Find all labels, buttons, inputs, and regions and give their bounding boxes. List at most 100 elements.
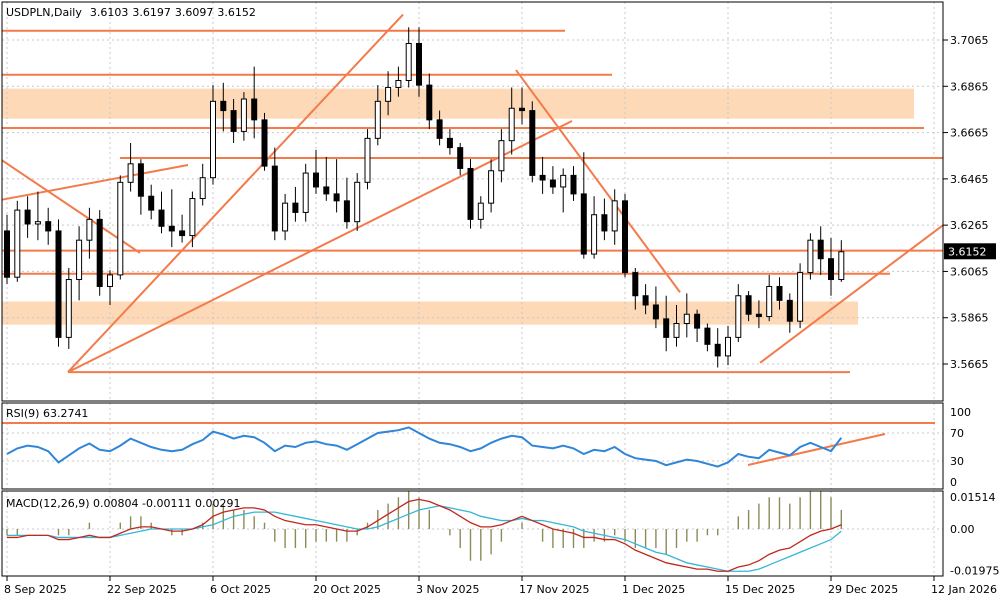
candle-body xyxy=(76,239,83,281)
candle-body xyxy=(446,137,453,149)
candle-body xyxy=(323,186,330,195)
candle-body xyxy=(282,202,289,232)
rsi-axis: 100 70 30 0 xyxy=(950,406,971,489)
macd-plot xyxy=(6,490,842,572)
macd-line xyxy=(7,498,842,572)
candle-body xyxy=(343,200,350,223)
time-tick-label: 12 Jan 2026 xyxy=(931,583,997,596)
candle-body xyxy=(766,285,773,318)
rsi-trendlines[interactable] xyxy=(2,422,935,466)
candle-body xyxy=(148,195,155,211)
rsi-pane[interactable]: 100 70 30 0 RSI(9) 63.2741 xyxy=(1,402,971,490)
sr-zone xyxy=(2,88,914,119)
macd-tick-label: 0.01514 xyxy=(950,491,996,504)
candle-body xyxy=(673,323,680,338)
candle-body xyxy=(508,107,515,142)
candle-body xyxy=(457,147,464,169)
candle-body xyxy=(549,179,556,188)
candle-body xyxy=(642,295,649,306)
candle-body xyxy=(333,193,340,202)
macd-signal-line xyxy=(7,505,842,572)
candle-body xyxy=(86,218,93,241)
time-tick-label: 15 Dec 2025 xyxy=(725,583,795,596)
candle-body xyxy=(519,107,525,112)
candle-body xyxy=(488,170,495,204)
candle-body xyxy=(107,274,113,287)
rsi-tick-label: 0 xyxy=(950,476,957,489)
candle-body xyxy=(137,163,144,197)
candle-body xyxy=(271,165,278,232)
candle-body xyxy=(158,209,165,227)
price-axis: 3.7065 3.6865 3.6665 3.6465 3.6265 3.6065 3.58… xyxy=(943,34,996,371)
candle-body xyxy=(735,295,742,338)
candle-body xyxy=(663,318,670,338)
rsi-grid xyxy=(2,403,943,489)
candle-body xyxy=(45,221,52,232)
price-pane-frame xyxy=(1,1,944,402)
candle-body xyxy=(797,272,804,322)
candle-body xyxy=(755,313,762,318)
rsi-tick-label: 100 xyxy=(950,406,971,419)
time-tick-label: 6 Oct 2025 xyxy=(210,583,271,596)
macd-pane[interactable]: 0.01514 0.00 -0.01975 MACD(12,26,9) 0.0080… xyxy=(1,490,999,578)
candle-body xyxy=(240,98,247,132)
candle-body xyxy=(251,98,258,121)
candle-body xyxy=(395,80,402,88)
drawn-trendlines[interactable] xyxy=(1,13,944,374)
time-tick-label: 8 Sep 2025 xyxy=(4,583,67,596)
candle-body xyxy=(14,209,21,278)
price-tick-label: 3.5865 xyxy=(950,312,989,325)
candle-body xyxy=(776,285,783,301)
candle-body xyxy=(127,163,134,183)
macd-tick-label: 0.00 xyxy=(950,523,975,536)
trendline xyxy=(759,224,944,364)
rsi-series xyxy=(6,426,843,468)
time-axis: 8 Sep 2025 22 Sep 2025 6 Oct 2025 20 Oct 20… xyxy=(4,576,997,596)
candle-body xyxy=(786,299,793,322)
candle-body xyxy=(65,279,72,338)
candle-body xyxy=(591,214,598,255)
price-tick-label: 3.6665 xyxy=(950,127,989,140)
candle-body xyxy=(467,167,474,220)
candle-body xyxy=(817,239,824,260)
trendline xyxy=(1,159,141,254)
candle-body xyxy=(611,200,618,232)
candle-body xyxy=(560,174,567,188)
support-resistance-zones xyxy=(2,88,914,325)
candle-body xyxy=(828,258,834,281)
candle-body xyxy=(529,110,536,176)
current-price-box xyxy=(944,243,996,260)
trendline xyxy=(1,163,189,201)
candle-body xyxy=(652,304,659,320)
rsi-trendline xyxy=(747,433,886,466)
candle-body xyxy=(426,84,433,121)
price-pane[interactable]: 3.7065 3.6865 3.6665 3.6465 3.6265 3.6065 3.58… xyxy=(1,1,996,402)
candle-body xyxy=(683,313,690,325)
candle-body xyxy=(220,100,227,112)
trendline xyxy=(515,69,681,293)
candle-body xyxy=(364,137,371,183)
candle-body xyxy=(622,200,628,274)
rsi-tick-label: 30 xyxy=(950,455,964,468)
candle-body xyxy=(292,202,299,213)
candle-body xyxy=(807,239,814,274)
candle-body xyxy=(632,272,639,297)
candle-body xyxy=(168,225,175,232)
chart-header: USDPLN,Daily 3.6103 3.6197 3.6097 3.6152 xyxy=(6,6,256,19)
candle-body xyxy=(498,140,505,172)
candle-body xyxy=(55,230,62,338)
sr-zone xyxy=(2,301,858,325)
rsi-pane-frame xyxy=(1,402,944,490)
candle-body xyxy=(745,295,752,315)
macd-tick-label: -0.01975 xyxy=(950,565,999,578)
candle-body xyxy=(4,230,10,278)
price-tick-label: 3.6865 xyxy=(950,80,989,93)
candle-body xyxy=(539,174,546,181)
candle-body xyxy=(302,172,309,213)
rsi-header: RSI(9) 63.2741 xyxy=(6,407,88,420)
candle-body xyxy=(374,100,381,139)
time-tick-label: 17 Nov 2025 xyxy=(519,583,589,596)
time-tick-label: 22 Sep 2025 xyxy=(107,583,177,596)
candle-body xyxy=(570,174,577,195)
